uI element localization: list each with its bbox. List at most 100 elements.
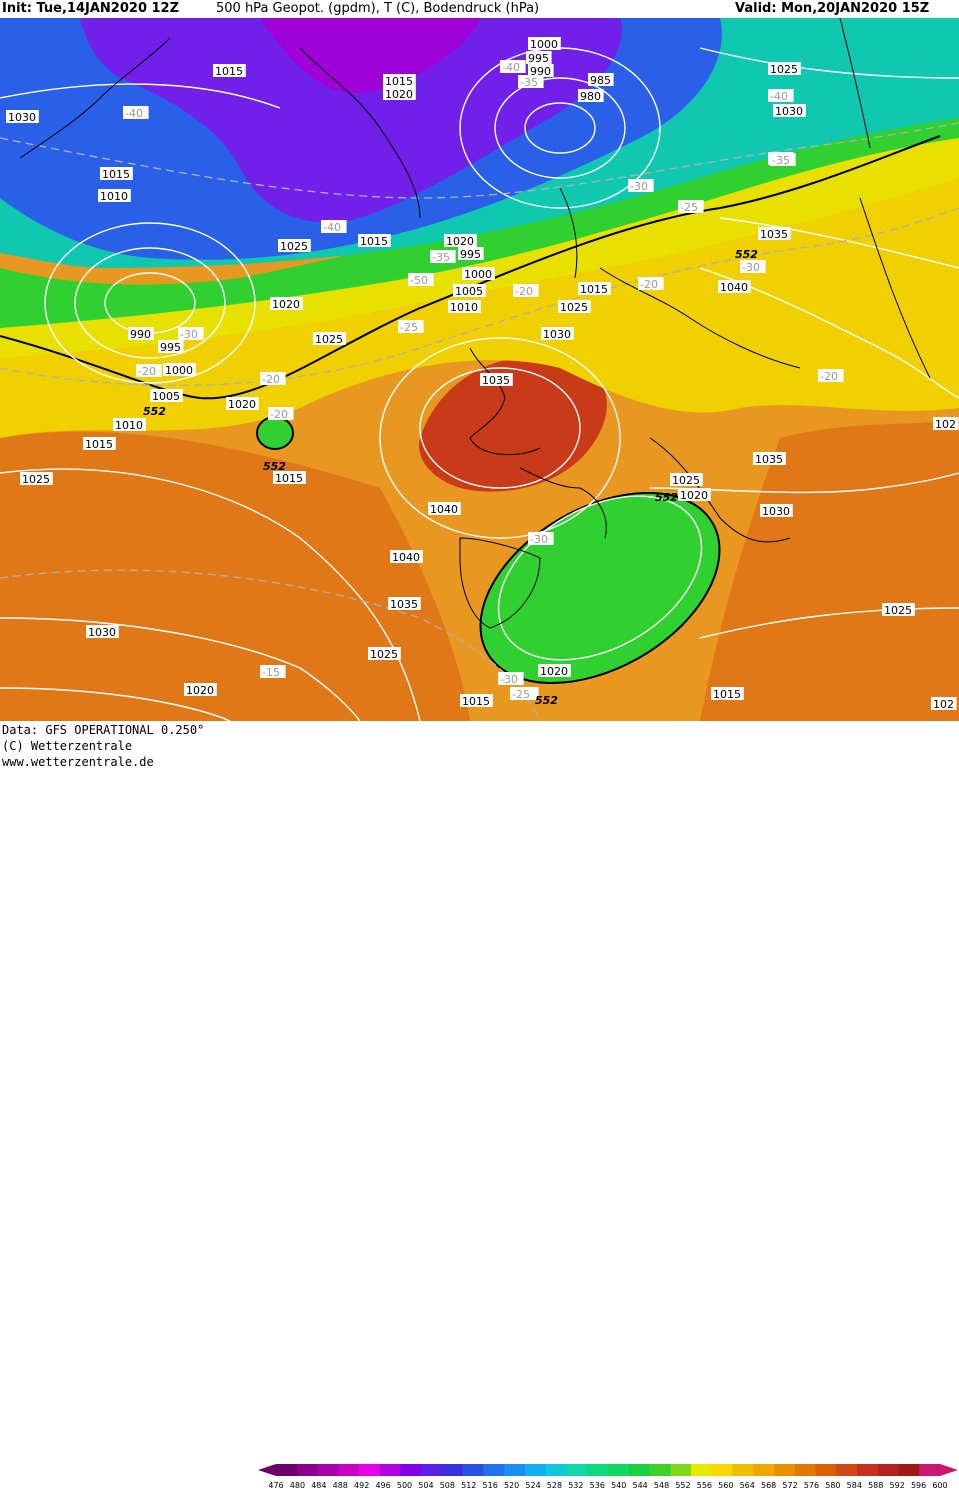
temperature-label-bg bbox=[498, 672, 524, 685]
contour-552-label-text: 552 bbox=[263, 460, 286, 473]
temperature-label-bg bbox=[136, 364, 162, 377]
pressure-label-bg bbox=[158, 340, 184, 353]
pressure-label-bg bbox=[278, 239, 311, 252]
temperature-label-bg bbox=[740, 260, 766, 273]
pressure-label-bg bbox=[753, 452, 786, 465]
colorbar-swatch bbox=[836, 1464, 858, 1476]
pressure-label-text: 1015 bbox=[102, 168, 130, 181]
colorbar-arrow-left bbox=[258, 1464, 276, 1476]
colorbar-swatch bbox=[317, 1464, 339, 1476]
colorbar-tick-label: 564 bbox=[740, 1481, 755, 1490]
pressure-label-text: 990 bbox=[130, 328, 151, 341]
temperature-label-text: -15 bbox=[262, 666, 280, 679]
pressure-label-bg bbox=[383, 74, 416, 87]
product-description: 500 hPa Geopot. (gpdm), T (C), Bodendruc… bbox=[216, 1, 540, 16]
pressure-label: 1005 bbox=[453, 284, 486, 298]
pressure-label-bg bbox=[931, 697, 957, 710]
temperature-label: -20 bbox=[513, 284, 539, 298]
colorbar-swatch bbox=[504, 1464, 526, 1476]
field-orange-dark bbox=[0, 431, 470, 721]
colorbar-swatch bbox=[421, 1464, 443, 1476]
map-header: Init: Tue,14JAN2020 12Z 500 hPa Geopot. … bbox=[0, 0, 959, 18]
pressure-label-text: 1025 bbox=[22, 473, 50, 486]
pressure-label-bg bbox=[448, 300, 481, 313]
pressure-label: 1010 bbox=[113, 418, 146, 432]
pressure-label: 1000 bbox=[163, 363, 196, 377]
temperature-label-bg bbox=[408, 273, 434, 286]
temperature-label: -35 bbox=[430, 250, 456, 264]
pressure-label: 1010 bbox=[448, 300, 481, 314]
pressure-label: 1035 bbox=[753, 452, 786, 466]
temperature-label-bg bbox=[770, 153, 796, 166]
temperature-label-bg bbox=[268, 407, 294, 420]
pressure-label: 1025 bbox=[313, 332, 346, 346]
pressure-label-bg bbox=[768, 62, 801, 75]
pressure-label-bg bbox=[578, 282, 611, 295]
pressure-label-bg bbox=[480, 373, 513, 386]
temperature-label-bg bbox=[398, 320, 424, 333]
pressure-label: 1020 bbox=[226, 397, 259, 411]
pressure-label-text: 1025 bbox=[884, 604, 912, 617]
pressure-label-bg bbox=[313, 332, 346, 345]
temperature-label-bg bbox=[260, 372, 286, 385]
temperature-label-text: -20 bbox=[640, 278, 658, 291]
temperature-label: -15 bbox=[260, 665, 286, 679]
pressure-label-text: 1015 bbox=[580, 283, 608, 296]
colorbar-swatch bbox=[442, 1464, 464, 1476]
colorbar-tick-label: 556 bbox=[697, 1481, 712, 1490]
pressure-label-bg bbox=[462, 267, 495, 280]
pressure-label: 1020 bbox=[444, 234, 477, 248]
temperature-label-text: -20 bbox=[262, 373, 280, 386]
pressure-label-bg bbox=[528, 64, 554, 77]
colorbar-swatch bbox=[608, 1464, 630, 1476]
temperature-label-text: -25 bbox=[680, 201, 698, 214]
temperature-label-text: -35 bbox=[432, 251, 450, 264]
field-ridge-core bbox=[419, 356, 607, 492]
colorbar-tick-label: 484 bbox=[311, 1481, 326, 1490]
temperature-label-bg bbox=[768, 89, 794, 102]
pressure-label-text: 1015 bbox=[215, 65, 243, 78]
contour-552-labels-layer: 552 552 552 552 552 bbox=[143, 248, 758, 707]
pressure-label: 1015 bbox=[273, 471, 306, 485]
colorbar-tick-label: 520 bbox=[504, 1481, 519, 1490]
temperature-label: -40 bbox=[768, 89, 794, 103]
pressure-label: 995 bbox=[458, 247, 484, 261]
pressure-label-text: 990 bbox=[530, 65, 551, 78]
pressure-label-bg bbox=[388, 597, 421, 610]
pressure-label: 1005 bbox=[150, 389, 183, 403]
colorbar-tick-label: 536 bbox=[590, 1481, 605, 1490]
pressure-label-bg bbox=[670, 473, 703, 486]
colorbar-swatch bbox=[545, 1464, 567, 1476]
contour-552-label-text: 552 bbox=[735, 248, 758, 261]
contour-552-label: 552 bbox=[263, 460, 286, 473]
pressure-label-text: 1030 bbox=[775, 105, 803, 118]
pressure-label: 1040 bbox=[718, 280, 751, 294]
temperature-label: -30 bbox=[498, 672, 524, 686]
colorbar-swatch bbox=[359, 1464, 381, 1476]
contour-552-label: 552 bbox=[535, 694, 558, 707]
pressure-label-bg bbox=[538, 664, 571, 677]
pressure-label-bg bbox=[933, 417, 959, 430]
pressure-label: 1015 bbox=[213, 64, 246, 78]
pressure-label-bg bbox=[98, 189, 131, 202]
pressure-label-bg bbox=[711, 687, 744, 700]
pressure-label-text: 1005 bbox=[455, 285, 483, 298]
pressure-label-text: 1015 bbox=[462, 695, 490, 708]
temperature-label-bg bbox=[638, 277, 664, 290]
website-link[interactable]: www.wetterzentrale.de bbox=[2, 755, 154, 769]
pressure-label: 1025 bbox=[768, 62, 801, 76]
colorbar-tick-label: 512 bbox=[461, 1481, 476, 1490]
colorbar-tick-label: 508 bbox=[440, 1481, 455, 1490]
temperature-label-bg bbox=[818, 369, 844, 382]
colorbar-swatch bbox=[296, 1464, 318, 1476]
pressure-label: 990 bbox=[528, 64, 554, 78]
pressure-label: 990 bbox=[128, 327, 154, 341]
weather-map[interactable]: 1015 1030 1015 1010 990 995 1000 1005 1010 1015 10… bbox=[0, 18, 959, 721]
map-footer: Data: GFS OPERATIONAL 0.250° (C) Wetterz… bbox=[0, 721, 959, 1490]
colorbar-tick-label: 576 bbox=[804, 1481, 819, 1490]
colorbar-tick-label: 488 bbox=[333, 1481, 348, 1490]
field-small-low bbox=[256, 416, 294, 450]
pressure-label-text: 1020 bbox=[540, 665, 568, 678]
colorbar-arrow-right bbox=[940, 1464, 958, 1476]
colorbar-swatch bbox=[649, 1464, 671, 1476]
